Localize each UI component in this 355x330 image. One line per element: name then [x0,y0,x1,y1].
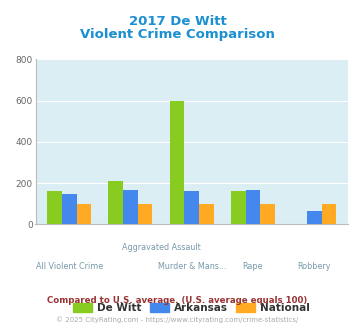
Bar [170,101,184,224]
Bar [307,212,322,224]
Legend: De Witt, Arkansas, National: De Witt, Arkansas, National [69,299,314,317]
Bar [62,194,77,224]
Text: Robbery: Robbery [297,262,331,271]
Bar [199,204,214,224]
Bar [260,204,275,224]
Bar [246,190,260,224]
Bar [138,204,153,224]
Bar [322,204,336,224]
Bar [123,190,138,224]
Bar [231,191,246,224]
Text: Rape: Rape [243,262,263,271]
Text: Violent Crime Comparison: Violent Crime Comparison [80,28,275,41]
Bar [108,181,123,224]
Text: All Violent Crime: All Violent Crime [36,262,103,271]
Bar [184,191,199,224]
Text: © 2025 CityRating.com - https://www.cityrating.com/crime-statistics/: © 2025 CityRating.com - https://www.city… [56,317,299,323]
Bar [47,191,62,224]
Text: Compared to U.S. average. (U.S. average equals 100): Compared to U.S. average. (U.S. average … [47,296,308,306]
Text: 2017 De Witt: 2017 De Witt [129,15,226,28]
Text: Aggravated Assault: Aggravated Assault [122,243,201,251]
Text: Murder & Mans...: Murder & Mans... [158,262,226,271]
Bar [77,204,91,224]
